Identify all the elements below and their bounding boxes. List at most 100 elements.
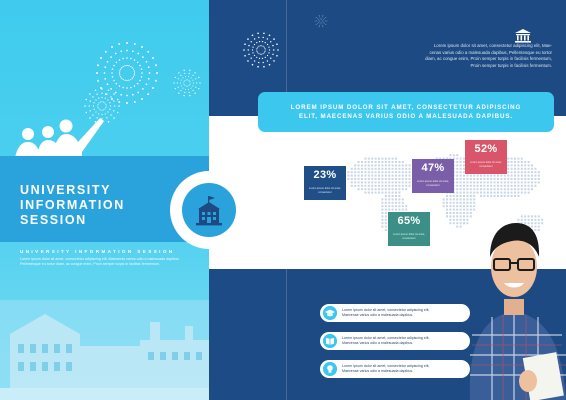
map-dot — [456, 181, 459, 184]
map-dot — [466, 222, 469, 225]
map-dot — [524, 171, 527, 174]
firework-dot — [318, 26, 320, 28]
firework-dot — [263, 32, 265, 35]
map-dot — [456, 161, 459, 163]
map-dot — [384, 208, 387, 211]
firework-dot — [256, 48, 258, 50]
firework-dot — [183, 83, 185, 85]
map-dot — [384, 215, 387, 218]
map-dot — [493, 195, 496, 197]
map-dot — [401, 181, 404, 184]
firework-dot — [257, 52, 259, 54]
firework-dot — [115, 61, 118, 64]
firework-dot — [259, 53, 261, 55]
firework-dot — [101, 109, 103, 111]
map-dot — [388, 157, 391, 160]
map-dot — [442, 205, 445, 208]
map-dot — [507, 167, 510, 170]
map-dot — [398, 195, 401, 197]
cover-title-line: INFORMATION — [20, 198, 125, 212]
firework-dot — [174, 87, 176, 90]
firework-dot — [182, 87, 184, 89]
map-dot — [456, 178, 459, 180]
map-dot — [391, 195, 394, 197]
firework-dot — [184, 91, 186, 94]
stat-value: 52% — [474, 143, 498, 155]
firework-dot — [95, 111, 97, 113]
firework-dot — [264, 42, 266, 44]
map-dot — [459, 157, 462, 160]
firework-dot — [97, 107, 99, 109]
firework-dot — [199, 82, 201, 84]
intro-line: cenas varius odio a malesuada dapibus, P… — [429, 49, 552, 55]
firework-dot — [110, 114, 112, 116]
firework-dot — [111, 72, 113, 74]
firework-dot — [266, 60, 269, 62]
firework-dot — [121, 77, 123, 79]
firework-dot — [111, 76, 114, 78]
firework-dot — [187, 88, 189, 90]
map-dot — [537, 222, 540, 225]
firework-dot — [264, 49, 266, 51]
map-dot — [401, 201, 404, 204]
map-dot — [463, 174, 465, 177]
firework-dot — [263, 52, 265, 54]
firework-dot — [113, 100, 115, 102]
map-dot — [466, 212, 469, 214]
map-dot — [395, 178, 397, 180]
firework-dot — [258, 61, 260, 64]
firework-dot — [99, 109, 101, 111]
firework-dot — [141, 72, 143, 74]
firework-dot — [256, 49, 258, 51]
map-dot — [520, 164, 523, 167]
map-dot — [493, 191, 496, 194]
map-dot — [510, 174, 513, 177]
map-dot — [517, 164, 520, 167]
map-dot — [531, 225, 533, 228]
firework-dot — [155, 79, 157, 82]
firework-dot — [116, 98, 119, 101]
map-dot — [395, 174, 397, 177]
firework-dot — [173, 82, 175, 84]
firework-dot — [322, 16, 323, 18]
firework-dot — [133, 72, 136, 74]
stat-caption-box: Lorem ipsum dolor sit amet, consectetur — [304, 186, 346, 200]
firework-dot — [261, 45, 263, 47]
firework-dot — [180, 82, 181, 84]
map-dot — [395, 184, 397, 187]
map-dot — [466, 181, 469, 184]
firework-dot — [120, 50, 123, 53]
map-dot — [531, 222, 533, 225]
map-dot — [469, 208, 472, 211]
map-dot — [476, 188, 479, 191]
map-dot — [384, 157, 387, 160]
firework-icon — [243, 32, 279, 68]
map-dot — [473, 184, 476, 187]
map-dot — [510, 167, 513, 170]
map-dot — [364, 191, 367, 194]
firework-dot — [148, 72, 151, 74]
cover-body-line: Pellentesque eu tortor diam, ac congue e… — [20, 262, 161, 267]
firework-dot — [314, 20, 316, 22]
map-dot — [408, 167, 411, 170]
map-dot — [473, 191, 476, 194]
map-dot — [361, 188, 363, 191]
firework-dot — [101, 118, 103, 120]
map-dot — [486, 174, 489, 177]
map-dot — [388, 171, 391, 174]
firework-dot — [126, 57, 128, 59]
map-dot — [354, 178, 357, 180]
firework-dot — [105, 105, 107, 107]
map-dot — [391, 188, 394, 191]
firework-dot — [122, 78, 124, 81]
map-dot — [459, 205, 462, 208]
map-dot — [469, 174, 472, 177]
map-dot — [367, 184, 370, 187]
map-dot — [384, 188, 387, 191]
firework-dot — [189, 69, 191, 71]
map-dot — [469, 201, 472, 204]
map-dot — [507, 195, 510, 197]
map-dot — [463, 164, 465, 167]
firework-dot — [187, 79, 189, 81]
map-dot — [384, 184, 387, 187]
